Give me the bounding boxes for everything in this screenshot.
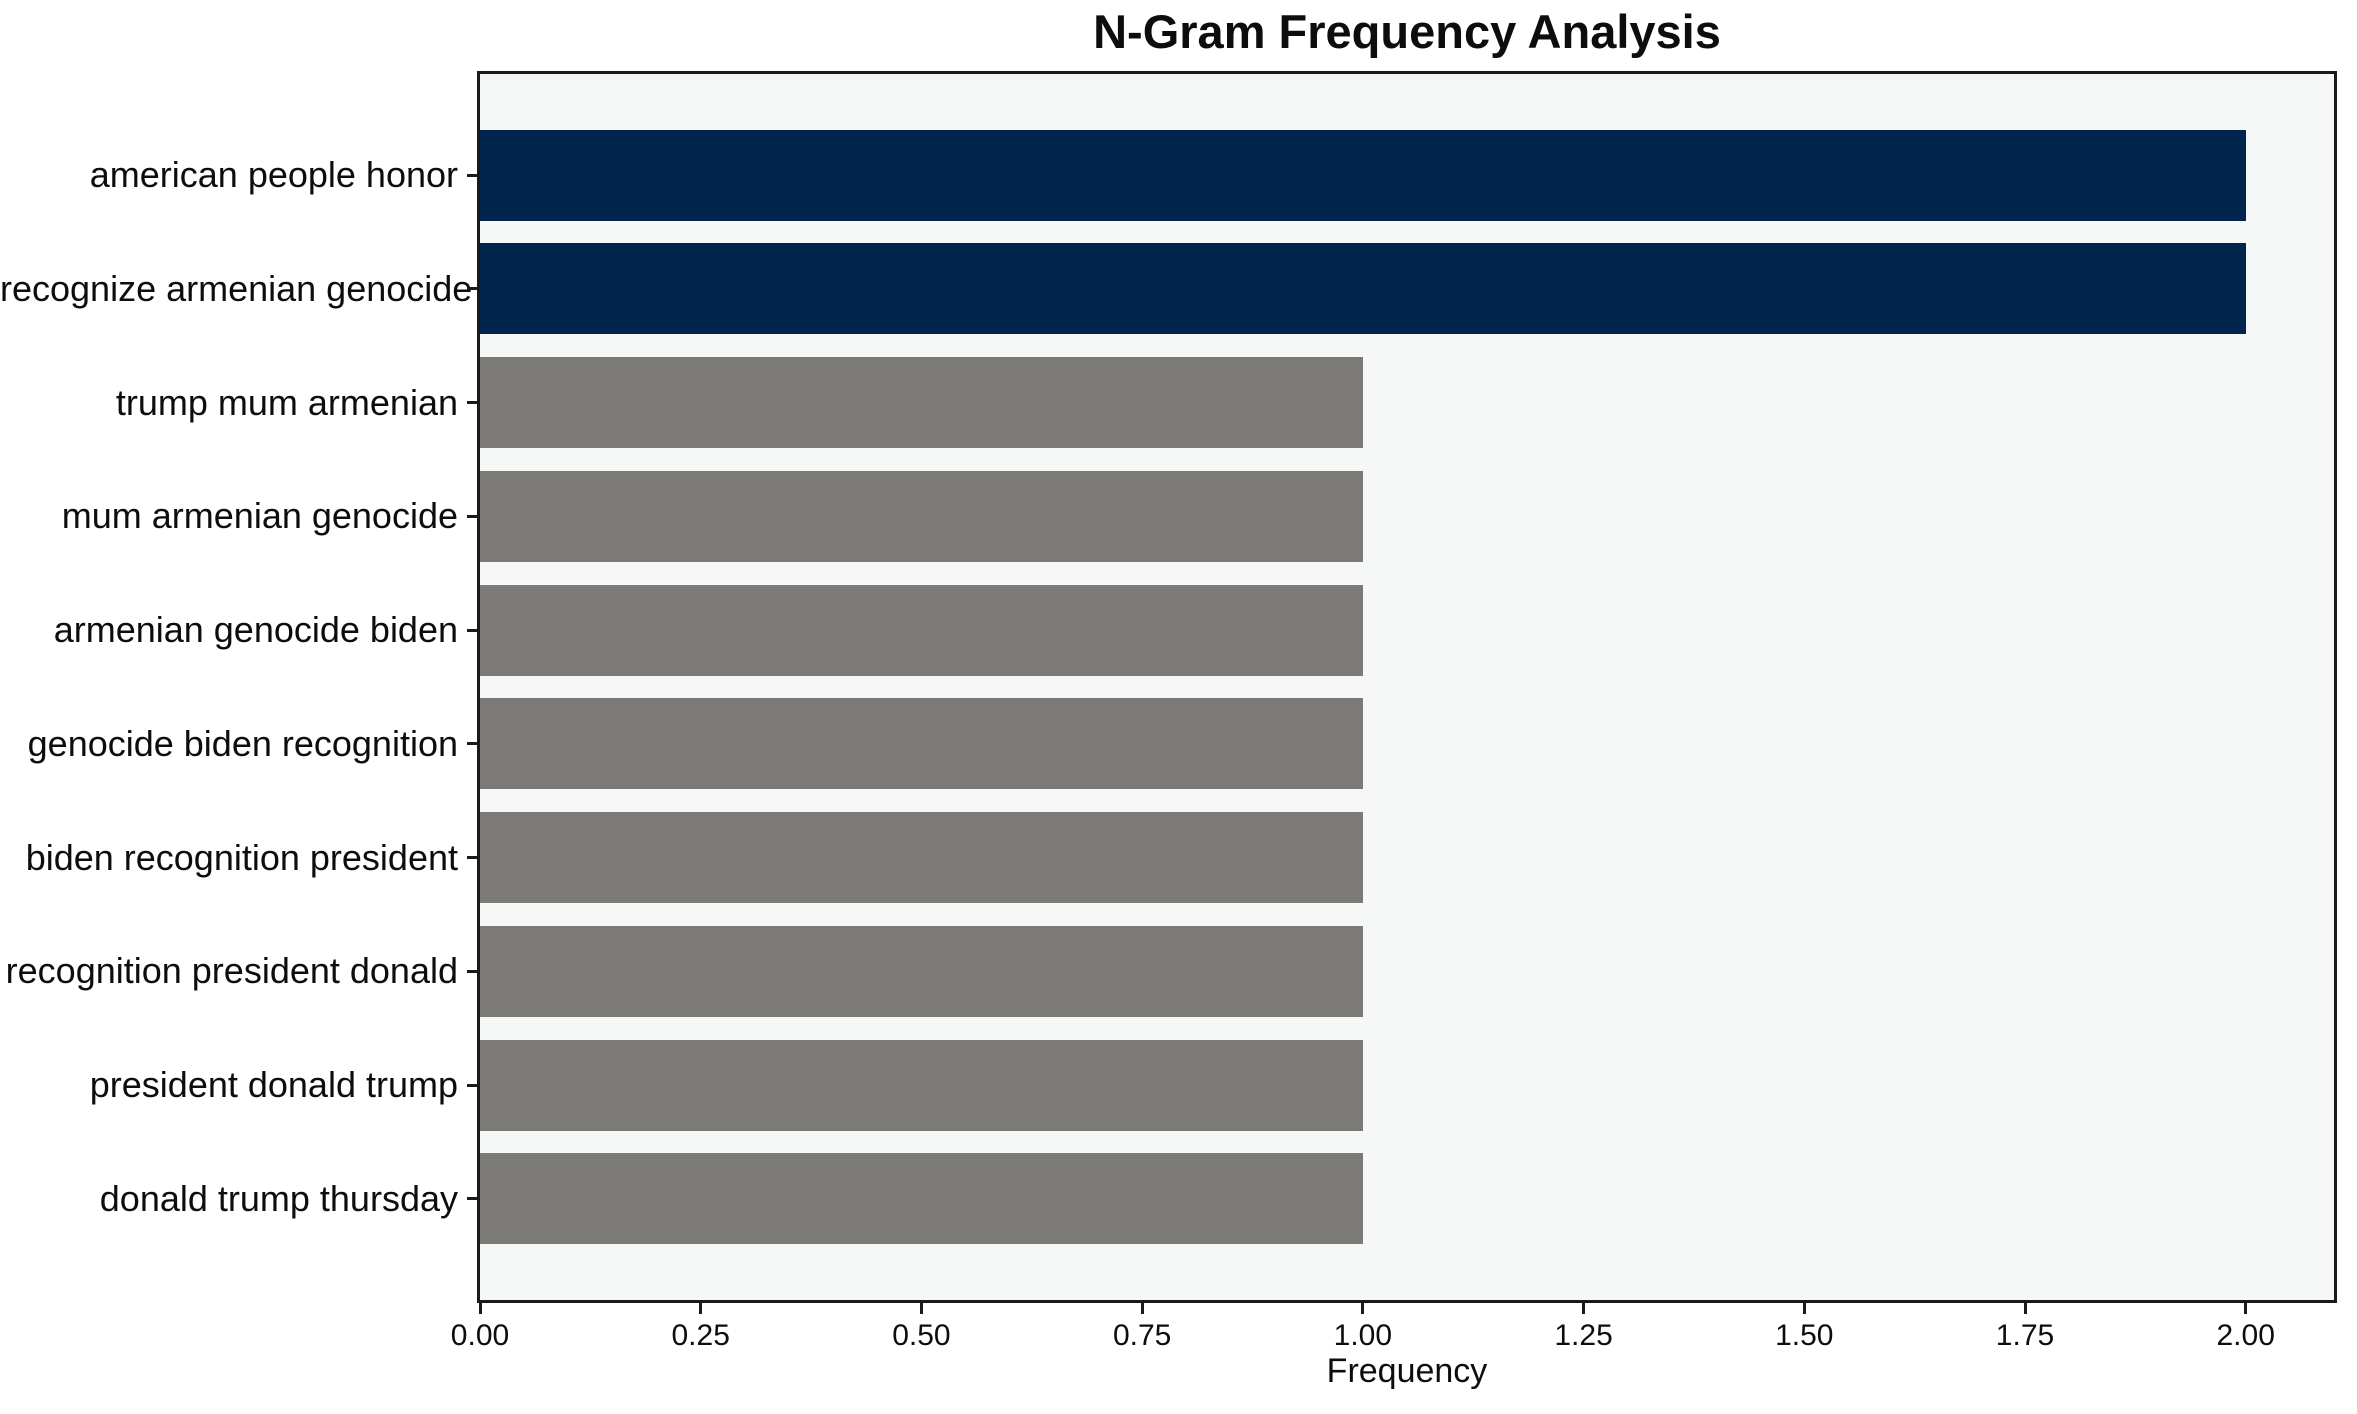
x-tick-mark: [1802, 1303, 1806, 1314]
x-tick-label: 0.25: [671, 1319, 730, 1352]
y-tick-mark: [467, 628, 477, 632]
x-tick-label: 0.00: [450, 1319, 510, 1352]
x-tick-label: 1.50: [1775, 1319, 1834, 1352]
x-tick-mark: [699, 1303, 703, 1314]
x-axis-title: Frequency: [1326, 1352, 1488, 1390]
y-tick-mark: [467, 173, 477, 177]
y-tick-mark: [467, 1197, 477, 1201]
chart-title: N-Gram Frequency Analysis: [1093, 5, 1721, 58]
bar: [480, 357, 1363, 449]
bar: [480, 1153, 1363, 1245]
x-tick-mark: [478, 1303, 482, 1314]
x-tick-mark: [2244, 1303, 2248, 1314]
y-tick-label: trump mum armenian: [115, 381, 458, 423]
plot-area: [477, 71, 2337, 1303]
y-tick-label: mum armenian genocide: [61, 495, 458, 537]
y-tick-mark: [467, 1083, 477, 1087]
y-tick-mark: [467, 287, 477, 291]
x-tick-label: 1.25: [1554, 1319, 1613, 1352]
x-tick-mark: [1140, 1303, 1144, 1314]
x-tick-mark: [1582, 1303, 1586, 1314]
bar: [480, 584, 1363, 676]
y-tick-mark: [467, 856, 477, 860]
bar: [480, 1039, 1363, 1131]
y-tick-label: recognition president donald: [5, 950, 458, 992]
x-tick-mark: [1361, 1303, 1365, 1314]
y-tick-mark: [467, 742, 477, 746]
y-tick-label: genocide biden recognition: [27, 722, 458, 764]
bar: [480, 698, 1363, 790]
y-tick-label: biden recognition president: [25, 836, 458, 878]
x-tick-label: 2.00: [2216, 1319, 2275, 1352]
y-tick-label: president donald trump: [89, 1064, 458, 1106]
x-tick-mark: [2023, 1303, 2027, 1314]
y-tick-label: recognize armenian genocide: [0, 267, 473, 309]
x-tick-mark: [919, 1303, 923, 1314]
bar: [480, 129, 2246, 221]
y-tick-mark: [467, 401, 477, 405]
y-tick-label: donald trump thursday: [99, 1177, 458, 1219]
x-tick-label: 1.00: [1333, 1319, 1393, 1352]
y-tick-mark: [467, 969, 477, 973]
bar: [480, 925, 1363, 1017]
bar: [480, 812, 1363, 904]
x-tick-label: 1.75: [1995, 1319, 2055, 1352]
x-tick-label: 0.50: [892, 1319, 951, 1352]
y-tick-label: armenian genocide biden: [53, 609, 458, 651]
bar: [480, 470, 1363, 562]
y-tick-mark: [467, 514, 477, 518]
x-tick-label: 0.75: [1112, 1319, 1172, 1352]
y-tick-label: american people honor: [89, 154, 458, 196]
bar: [480, 243, 2246, 335]
